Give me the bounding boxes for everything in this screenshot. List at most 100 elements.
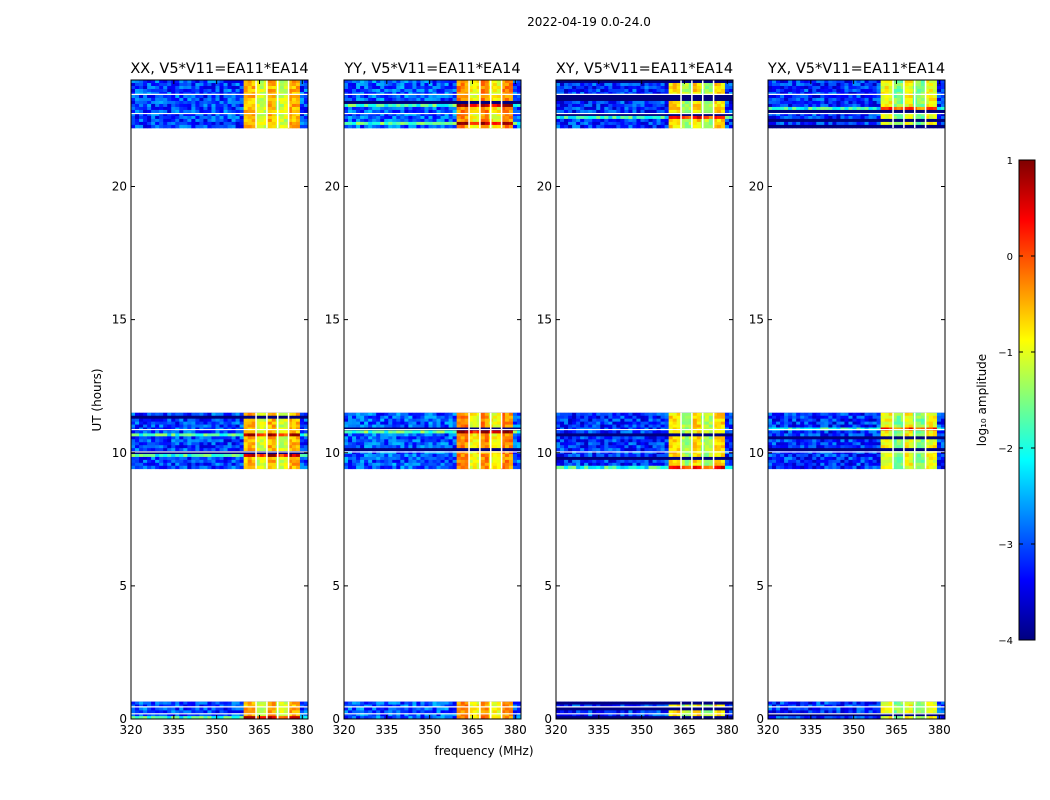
heatmap-cell	[135, 103, 140, 108]
heatmap-cell	[432, 124, 437, 129]
heatmap-cell	[175, 462, 180, 467]
heatmap-cell	[668, 433, 674, 437]
heatmap-cell	[183, 109, 188, 114]
heatmap-cell	[592, 704, 597, 708]
heatmap-cell	[588, 88, 593, 93]
heatmap-cell	[259, 701, 265, 705]
heatmap-cell	[400, 109, 405, 114]
heatmap-cell	[255, 448, 261, 452]
heatmap-cell	[712, 448, 718, 452]
panel-title: XX, V5*V11=EA11*EA14	[130, 61, 308, 77]
heatmap-cell	[432, 439, 437, 443]
heatmap-cell	[223, 94, 228, 99]
heatmap-cell	[287, 448, 293, 452]
heatmap-cell	[628, 707, 633, 711]
heatmap-cell	[384, 94, 389, 99]
heatmap-cell	[596, 454, 601, 458]
heatmap-cell	[295, 103, 301, 108]
heatmap-cell	[584, 448, 589, 452]
heatmap-cell	[183, 118, 188, 123]
heatmap-cell	[696, 454, 702, 458]
heatmap-cell	[496, 459, 502, 464]
heatmap-cell	[624, 459, 629, 464]
heatmap-cell	[171, 106, 176, 111]
heatmap-cell	[376, 710, 381, 714]
heatmap-cell	[616, 421, 621, 425]
heatmap-cell	[652, 83, 657, 87]
heatmap-cell	[231, 707, 236, 711]
heatmap-cell	[195, 124, 200, 129]
heatmap-cell	[412, 418, 417, 423]
heatmap-cell	[175, 439, 180, 443]
heatmap-cell	[388, 100, 393, 105]
heatmap-cell	[496, 412, 502, 417]
heatmap-cell	[151, 118, 156, 123]
heatmap-cell	[724, 418, 730, 423]
heatmap-cell	[608, 448, 613, 452]
heatmap-cell	[207, 412, 212, 417]
heatmap-cell	[436, 118, 441, 123]
heatmap-cell	[496, 454, 502, 458]
heatmap-cell	[283, 112, 289, 117]
heatmap-cell	[612, 448, 617, 452]
heatmap-cell	[464, 713, 470, 717]
heatmap-cell	[211, 118, 216, 123]
heatmap-cell	[348, 124, 353, 129]
heatmap-cell	[688, 448, 694, 452]
heatmap-cell	[303, 112, 308, 117]
heatmap-cell	[412, 115, 417, 120]
heatmap-cell	[271, 118, 277, 123]
heatmap-cell	[448, 83, 454, 87]
heatmap-cell	[259, 439, 265, 443]
heatmap-cell	[360, 115, 365, 120]
heatmap-cell	[147, 80, 152, 84]
heatmap-cell	[368, 88, 373, 93]
heatmap-cell	[576, 713, 581, 717]
heatmap-cell	[135, 85, 140, 90]
heatmap-cell	[444, 80, 449, 84]
heatmap-cell	[303, 433, 308, 437]
heatmap-cell	[243, 124, 249, 129]
heatmap-cell	[159, 124, 164, 129]
heatmap-cell	[211, 716, 216, 719]
heatmap-cell	[376, 424, 381, 428]
heatmap-cell	[279, 100, 285, 105]
heatmap-cell	[416, 439, 421, 443]
heatmap-cell	[416, 415, 421, 420]
heatmap-cell	[215, 701, 220, 705]
heatmap-cell	[348, 716, 353, 719]
heatmap-cell	[203, 103, 208, 108]
heatmap-cell	[372, 462, 377, 467]
heatmap-cell	[368, 118, 373, 123]
heatmap-cell	[420, 88, 425, 93]
heatmap-cell	[588, 451, 593, 455]
heatmap-cell	[612, 433, 617, 437]
heatmap-cell	[356, 106, 361, 111]
heatmap-cell	[412, 109, 417, 114]
heatmap-cell	[604, 412, 609, 417]
heatmap-cell	[452, 445, 458, 449]
y-tick-label: 20	[112, 180, 127, 194]
heatmap-cell	[608, 424, 613, 428]
heatmap-cell	[243, 704, 249, 708]
heatmap-cell	[400, 103, 405, 108]
heatmap-cell	[612, 454, 617, 458]
heatmap-cell	[247, 436, 253, 440]
heatmap-cell	[620, 430, 625, 434]
heatmap-cell	[596, 713, 601, 717]
heatmap-cell	[484, 707, 490, 711]
heatmap-cell	[432, 716, 437, 719]
heatmap-cell	[484, 454, 490, 458]
heatmap-cell	[436, 97, 441, 102]
heatmap-cell	[364, 701, 369, 705]
heatmap-cell	[360, 462, 365, 467]
heatmap-cell	[135, 94, 140, 99]
heatmap-cell	[592, 445, 597, 449]
heatmap-cell	[223, 456, 228, 461]
heatmap-cell	[368, 424, 373, 428]
heatmap-cell	[620, 465, 625, 470]
heatmap-cell	[440, 91, 445, 96]
heatmap-cell	[167, 109, 172, 114]
heatmap-cell	[388, 88, 393, 93]
heatmap-cell	[456, 109, 462, 114]
